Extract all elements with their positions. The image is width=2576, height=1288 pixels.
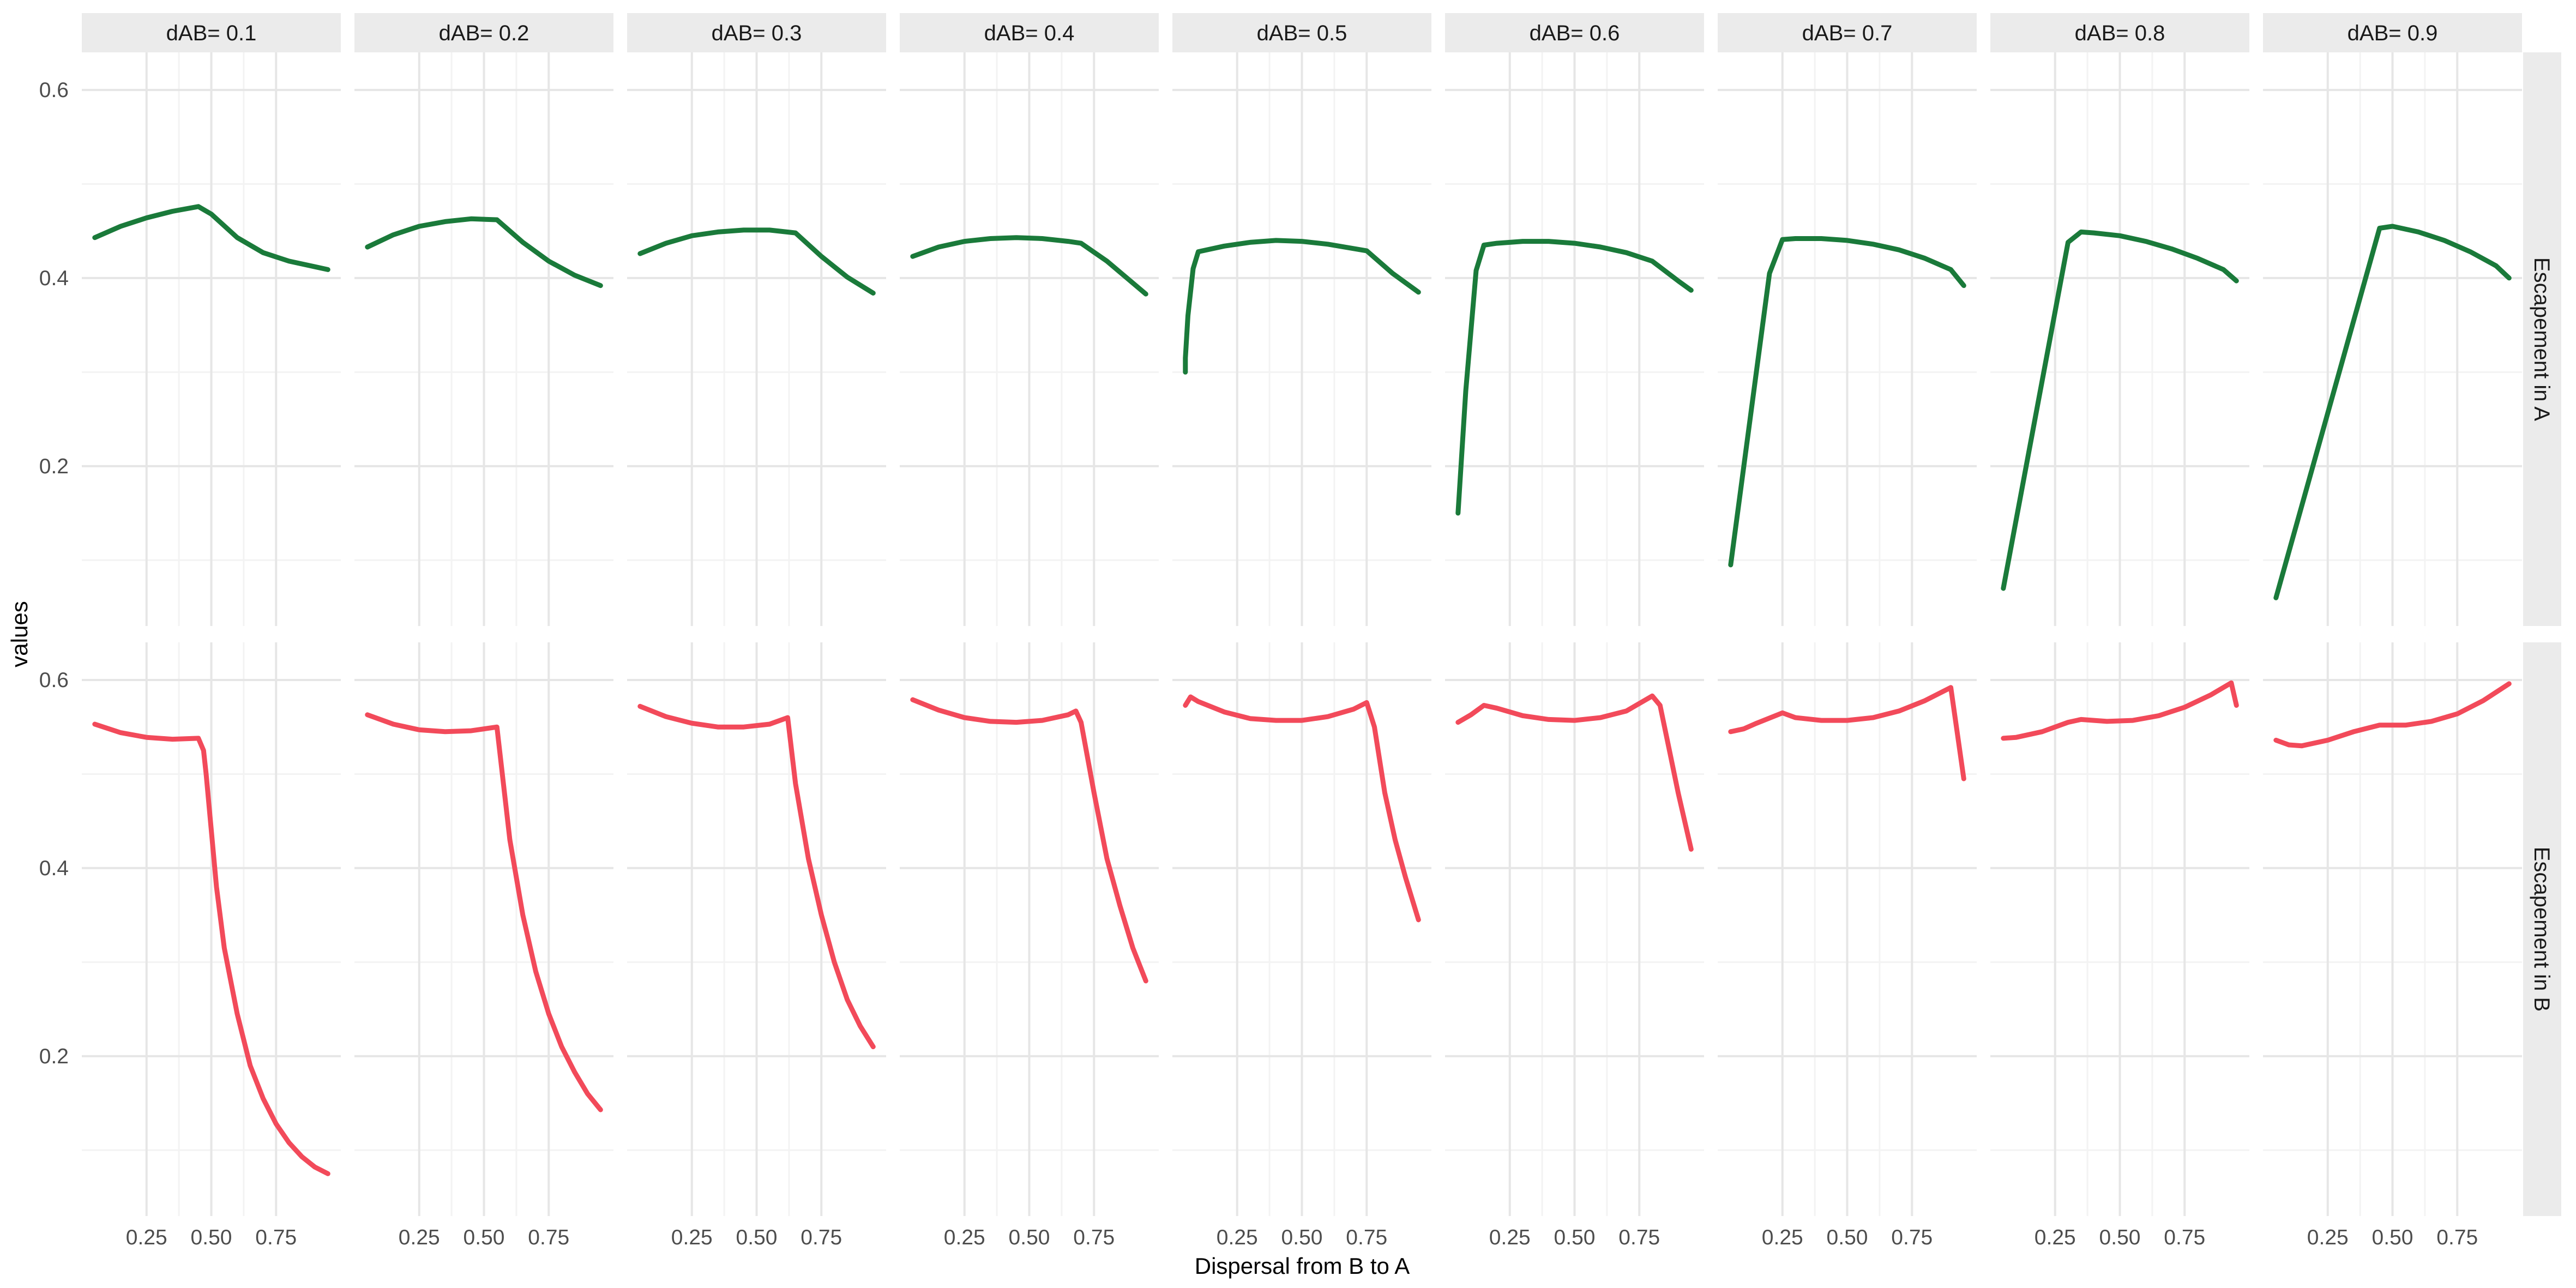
series-line [92,721,330,1176]
facet-panel [82,642,341,1216]
x-tick-label: 0.50 [2099,1226,2141,1249]
facet-strip-row-label: Escapement in A [2530,257,2554,421]
x-tick-label: 0.50 [2372,1226,2414,1249]
series-line [1183,238,1421,375]
facet-panel [627,52,886,626]
x-tick-label: 0.50 [1554,1226,1596,1249]
y-tick-label: 0.2 [39,455,69,478]
x-tick-label: 0.75 [801,1226,842,1249]
facet-panel [2263,52,2522,626]
y-tick-label: 0.4 [39,857,69,880]
series-line [92,204,330,272]
series-line [910,697,1148,984]
x-tick-label: 0.50 [1281,1226,1323,1249]
x-tick-label: 0.75 [528,1226,569,1249]
facet-strip-col [900,13,1159,52]
y-tick-label: 0.2 [39,1045,69,1068]
series-line [637,703,876,1050]
x-tick-label: 0.25 [671,1226,713,1249]
x-tick-label: 0.25 [1217,1226,1258,1249]
facet-strip-label: dAB= 0.2 [439,21,529,45]
x-tick-label: 0.25 [399,1226,440,1249]
x-tick-label: 0.75 [2164,1226,2205,1249]
y-axis-title: values [7,601,32,667]
x-tick-label: 0.75 [1073,1226,1115,1249]
facet-panel [900,642,1159,1216]
facet-panel [1718,52,1977,626]
facet-strip-label: dAB= 0.5 [1257,21,1347,45]
x-tick-label: 0.50 [191,1226,232,1249]
series-line [2273,681,2512,749]
facet-strip-label: dAB= 0.3 [712,21,802,45]
facet-strip-col [1718,13,1977,52]
y-tick-label: 0.4 [39,267,69,290]
series-line [365,216,603,288]
facet-strip-label: dAB= 0.6 [1530,21,1620,45]
series-line [365,712,603,1112]
series-line [1455,693,1694,852]
facet-panel [82,52,341,626]
x-tick-label: 0.75 [1618,1226,1660,1249]
x-tick-label: 0.75 [255,1226,297,1249]
y-tick-label: 0.6 [39,79,69,102]
facet-panel [1445,642,1704,1216]
x-tick-label: 0.50 [1827,1226,1868,1249]
series-line [1183,694,1421,923]
x-axis-title: Dispersal from B to A [1195,1253,1410,1279]
facet-panel [1445,52,1704,626]
facet-panel [354,52,613,626]
series-line [910,235,1148,297]
facet-strip-label: dAB= 0.9 [2348,21,2438,45]
facet-strip-row [2523,52,2561,626]
x-tick-label: 0.50 [736,1226,778,1249]
facet-strip-col [1990,13,2249,52]
facet-strip-row-label: Escapement in B [2530,847,2554,1012]
facet-panel [1990,642,2249,1216]
series-line [2001,680,2239,741]
series-line [1728,236,1966,568]
facet-panel [354,642,613,1216]
facet-strip-col [1172,13,1431,52]
series-line [2001,229,2239,591]
facet-panel [627,642,886,1216]
x-tick-label: 0.50 [1009,1226,1050,1249]
series-line [637,227,876,296]
facet-strip-col [82,13,341,52]
x-tick-label: 0.25 [1762,1226,1803,1249]
facet-grid: dAB= 0.1 dAB= 0.2 dAB= 0.3 dAB= 0.4 dAB= 0.5… [39,13,2561,1249]
facet-strip-label: dAB= 0.7 [1802,21,1893,45]
facet-strip-row [2523,642,2561,1216]
facet-panel [1990,52,2249,626]
x-tick-label: 0.75 [1891,1226,1933,1249]
x-tick-label: 0.25 [944,1226,985,1249]
facet-panel [900,52,1159,626]
series-line [1728,685,1966,781]
facet-panel [1172,642,1431,1216]
x-tick-label: 0.25 [2035,1226,2076,1249]
y-tick-label: 0.6 [39,669,69,692]
facet-strip-label: dAB= 0.4 [984,21,1075,45]
x-tick-label: 0.25 [2307,1226,2349,1249]
facet-panel [2263,642,2522,1216]
facet-strip-col [627,13,886,52]
series-line [2273,224,2512,600]
facet-strip-label: dAB= 0.8 [2075,21,2165,45]
facet-strip-col [2263,13,2522,52]
x-tick-label: 0.25 [126,1226,167,1249]
series-line [1455,239,1694,516]
x-tick-label: 0.50 [464,1226,505,1249]
facet-panel [1718,642,1977,1216]
facet-panel [1172,52,1431,626]
facet-strip-col [1445,13,1704,52]
x-tick-label: 0.25 [1489,1226,1531,1249]
x-tick-label: 0.75 [2436,1226,2478,1249]
facet-strip-col [354,13,613,52]
facet-strip-label: dAB= 0.1 [166,21,257,45]
x-tick-label: 0.75 [1346,1226,1387,1249]
